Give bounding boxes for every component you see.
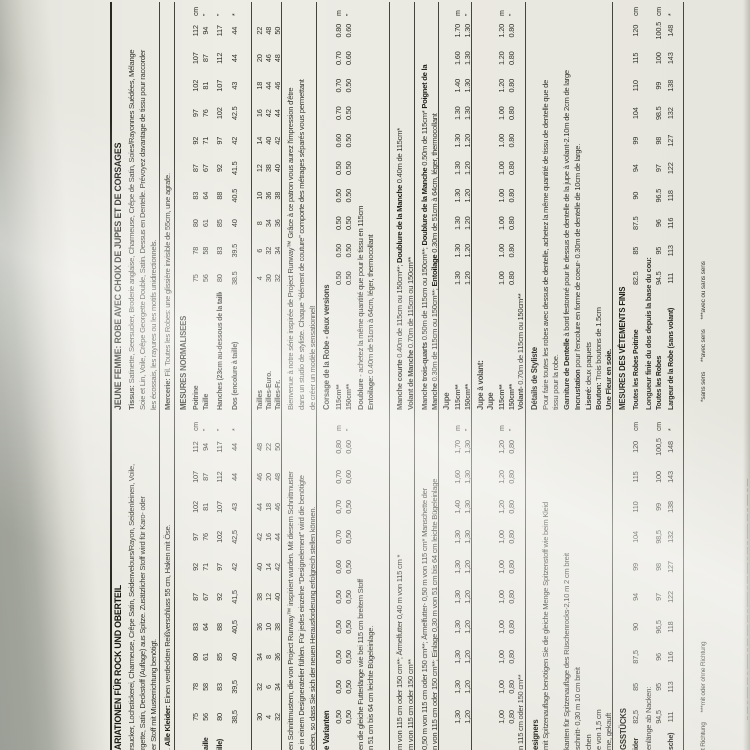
french-intro-line: Bienvenue à notre série inspirée de Proj… xyxy=(286,87,295,410)
german-finished-header: GSSTÜCKS xyxy=(619,708,628,750)
french-column: JEUNE FEMME: ROBE AVEC CHOIX DE JUPES ET… xyxy=(0,2,750,410)
french-detail-line: Une Fleur en soie. xyxy=(604,349,613,410)
french-footnote: *sans sens **avec sens ***avec ou sans s… xyxy=(700,261,707,402)
page-bottom-edge-shadow xyxy=(743,0,750,750)
german-measure-row-hip: ille) 80 83 85 88 92 97 102 107 112 117 ” xyxy=(215,428,224,750)
german-short-sleeve-line: m von 115 cm oder 150 cm**; Ärmelfutter … xyxy=(395,554,404,750)
german-section-title: ARIATIONEN FÜR ROCK UND OBERTEIL xyxy=(113,585,123,750)
german-finished-width-row: sche) 111 113 116 118 122 127 132 138 143 148 * xyxy=(666,428,675,750)
french-measure-row-bust: Poitrine 75 78 80 83 87 92 97 102 107 112 cm xyxy=(191,7,200,410)
german-column: ARIATIONEN FÜR ROCK UND OBERTEIL rsucker… xyxy=(0,416,750,750)
german-bodice-row-150: 0,50 0,50 0,50 0,50 0,50 0,50 0,50 0,50 0,60 0,60… xyxy=(344,428,353,724)
german-flounce-line: n 115 cm oder 150 cm** xyxy=(516,674,525,750)
french-finished-length-label: Longueur finie du dos depuis la base du … xyxy=(644,257,653,410)
german-finished-length-row: 94,5 95 96 96,5 97 98 98,5 99 100 100,5 cm xyxy=(654,422,663,724)
german-skirt-row-115: 1,30 1,30 1,30 1,30 1,30 1,30 1,30 1,40 1,60 1,70… xyxy=(453,425,462,724)
french-ruffleskirt-sub: Jupe xyxy=(486,392,495,410)
german-intro-line: en Schnittmustern, die von Project Runwa… xyxy=(286,471,295,750)
french-three-quarter-line: Manche 0.30m de 115cm ou 150cm**; Entoil… xyxy=(430,113,439,410)
german-bodice-row-115: 0,50 0,50 0,50 0,50 0,50 0,60 0,70 0,70 0,70 0,80… xyxy=(334,425,343,724)
french-bodice-header: Corsage de la Robe - deux versions xyxy=(322,284,331,410)
french-fabrics-line: Tissus: Satinette, Seersucker, Broderie … xyxy=(127,49,136,410)
german-sleeve-ruffle-line: m von 115 cm oder 150 cm** xyxy=(406,659,415,750)
german-measure-row-waist: aille 56 58 61 64 67 71 76 81 87 94 ” xyxy=(201,428,210,750)
french-ruffleskirt-header: Jupe à volant: xyxy=(476,360,485,410)
french-fabrics-line: les écossais, les rayures ou les motifs … xyxy=(149,239,158,410)
german-fabrics-line: rgette, Satin, Deckstoff (Auflage) aus S… xyxy=(138,496,147,750)
french-skirt-row-150: 150cm** 1.20 1.20 1.20 1.20 1.20 1.20 1.30 1.30… xyxy=(463,13,472,410)
german-detail-line: e von 1,5 cm xyxy=(594,709,603,750)
french-bodice-row-115: 115cm** 0.50 0.50 0.50 0.50 0.50 0.60 0.70 0.70… xyxy=(334,10,343,410)
french-details-header: Détails de Styliste xyxy=(530,347,539,410)
french-three-quarter-line: Manche trois-quarts 0.50m de 115cm ou 15… xyxy=(420,64,429,410)
german-three-quarter-line: 0,50 m von 115 cm oder 150 cm**; Ärmelfu… xyxy=(420,488,429,750)
german-detail-line: chen xyxy=(584,734,593,750)
french-finished-width-row: Largeur de la Robe (sans volant) 111 113 1… xyxy=(666,13,675,410)
french-intro-line: de créer un modèle sensationnel! xyxy=(308,305,317,410)
german-size-row-fr: 32 34 36 38 40 42 44 46 48 50 xyxy=(273,443,282,721)
german-interfacing-line: n 51 cm bis 64 cm leichte Bügeleinlage. xyxy=(366,625,375,750)
french-skirt-row-115: 115cm** 1.30 1.30 1.30 1.30 1.30 1.30 1.30 1.40… xyxy=(453,10,462,410)
german-finished-bust-row: ider 82,5 85 87,5 90 94 99 104 110 115 120 cm xyxy=(631,422,640,750)
french-size-row-fr: Tailles-Fr. 32 34 36 38 40 42 44 46 48 50 xyxy=(273,26,282,410)
french-interfacing-line: Entoilage: 0.40m de 51cm à 64cm, léger, … xyxy=(366,234,375,410)
french-detail-line: Bouton: Trois boutons de 1.5cm xyxy=(594,307,603,410)
french-notions-line: Mercerie: Fil. Toutes les Robes: une gli… xyxy=(163,173,172,410)
french-detail-line: Liseré: deux paquets xyxy=(584,342,593,410)
french-lining-line: Doublure - achetez la même quantité que … xyxy=(356,205,365,410)
german-fabrics-line: er Stoff mit Musterrichtung benötigt. xyxy=(149,639,158,750)
french-flounce-line: Volant- 0.70m de 115cm ou 150cm** xyxy=(516,293,525,410)
german-intro-line: e in einem Designeratelier fühlen. Für j… xyxy=(297,475,306,750)
french-detail-line: tissu pour la robe. xyxy=(551,354,560,410)
french-finished-bust-row: Toutes les Robes Poitrine 82.5 85 87.5 90 94… xyxy=(631,7,640,410)
french-detail-line: Incrustation pour l'encolure en forme de… xyxy=(573,143,582,410)
german-intro-line: eben, so dass Sie sich der neuen Herausf… xyxy=(308,506,317,750)
french-skirt-header: Jupe xyxy=(442,392,451,410)
french-finished-header: MESURES DES VÊTEMENTS FINIS xyxy=(618,286,627,410)
german-measure-row-bust: 75 78 80 83 87 92 97 102 107 112 cm xyxy=(191,422,200,721)
german-ruffleskirt-row-115: 1,00 1,00 1,00 1,00 1,00 1,00 1,00 1,20 1,20 1,20… xyxy=(497,425,506,724)
german-detail-line: kanten für Spitzenauflage des Rüschenroc… xyxy=(562,553,571,750)
german-size-row-euro: 30 32 34 36 38 40 42 44 46 48 xyxy=(255,443,264,721)
german-fabrics-line: rsucker, Lochstickerei, Charmeuse, Crêpe… xyxy=(127,464,136,750)
german-three-quarter-line: n von 115 cm oder 150 cm**; Einlage 0,30… xyxy=(430,478,439,750)
french-ruffleskirt-row-115: 115cm** 1.00 1.00 1.00 1.00 1.00 1.00 1.00 1.20… xyxy=(497,10,506,410)
french-intro-line: dans un studio de styliste. Chaque “élém… xyxy=(297,79,306,410)
german-detail-line: me, gekauft xyxy=(604,713,613,750)
german-size-row-us: 4 6 8 10 12 14 16 18 20 22 xyxy=(264,443,273,719)
german-detail-line: mit Spitzenauflage benötigen Sie die gle… xyxy=(541,502,550,750)
french-finished-length-row: Toutes les Robes 94.5 95 96 96.5 97 98 98.5 99 1… xyxy=(654,7,663,410)
german-detail-line: schnitt- 0,30 m 10 cm breit xyxy=(573,667,582,750)
german-skirt-row-150: 1,20 1,20 1,20 1,20 1,20 1,20 1,30 1,30 1,30 1,30… xyxy=(463,428,472,724)
french-section-title: JEUNE FEMME: ROBE AVEC CHOIX DE JUPES ET… xyxy=(113,142,123,410)
french-bodice-row-150: 150cm** 0.50 0.50 0.50 0.50 0.50 0.50 0.50 0.50… xyxy=(344,13,353,410)
german-bodice-header: e Varianten xyxy=(322,710,331,750)
french-detail-line: Garniture de Dentelle à bord festonné po… xyxy=(562,70,571,410)
french-measurements-header: MESURES NORMALISEES xyxy=(179,315,188,410)
german-finished-length-label: enlänge ab Nacken: xyxy=(644,686,653,750)
french-detail-line: Pour faire toutes les robes avec dessus … xyxy=(541,79,550,410)
german-lining-line: en die gleiche Futterlänge wie bei 115 c… xyxy=(356,579,365,750)
german-footnote: t Richtung ***mit oder ohne Richtung xyxy=(700,641,707,750)
german-notions-line: . Alle Kleider: Einen verdeckten Reißver… xyxy=(163,524,172,750)
french-measure-row-back: Dos (encolure à taille) 38.5 39.5 40 40.5 41… xyxy=(230,13,239,410)
german-measure-row-back: 38,5 39,5 40 40,5 41,5 42 42,5 43 44 44 * xyxy=(230,428,239,724)
french-measure-row-waist: Taille 56 58 61 64 67 71 76 81 87 94 ” xyxy=(201,13,210,410)
french-sleeve-ruffle-line: Volant de Manche 0.70m de 115cm ou 150cm… xyxy=(406,257,415,410)
french-short-sleeve-line: Manche courte 0.40m de 115cm ou 150cm**;… xyxy=(395,128,404,410)
french-fabrics-line: Soie et Lin, Voile, Crêpe Georgette Doub… xyxy=(138,49,147,410)
german-details-header: esigners xyxy=(531,719,540,750)
french-measure-row-hip: Hanches (23cm au-dessous de la taille) 8… xyxy=(215,13,224,410)
